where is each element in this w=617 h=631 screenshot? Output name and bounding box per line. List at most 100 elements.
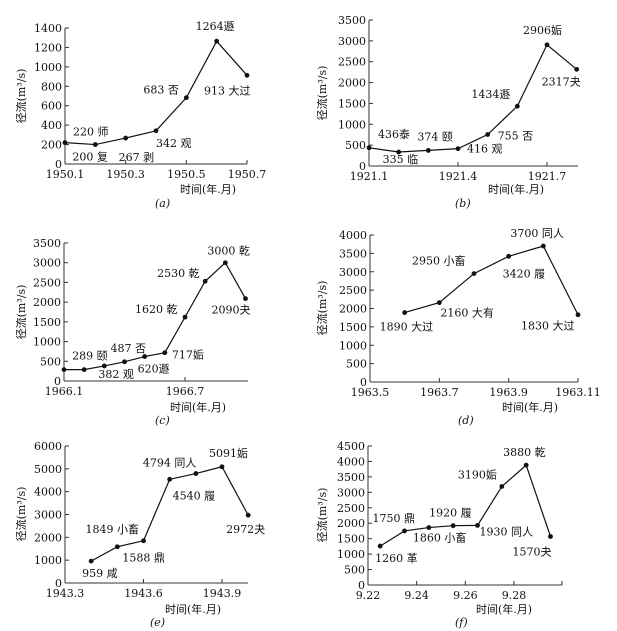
y-tick-label: 0 xyxy=(55,577,62,590)
data-label: 4540 履 xyxy=(173,489,216,502)
x-tick-label: 1966.7 xyxy=(166,385,205,398)
y-tick-label: 500 xyxy=(346,358,367,371)
data-point xyxy=(114,544,120,550)
x-tick-label: 1921.1 xyxy=(350,170,389,183)
x-tick-label: 1963.5 xyxy=(351,386,390,399)
data-point xyxy=(167,476,173,482)
data-label: 1570夬 xyxy=(513,546,552,559)
y-tick-label: 4500 xyxy=(337,440,365,453)
x-tick-label: 1963.11 xyxy=(555,386,601,399)
data-point xyxy=(514,103,520,109)
x-tick-label: 9.24 xyxy=(404,589,429,602)
data-label: 4794 同人 xyxy=(143,457,197,470)
data-point xyxy=(544,42,550,48)
data-label: 717姤 xyxy=(172,349,204,362)
y-tick-label: 4000 xyxy=(34,486,62,499)
y-tick-label: 1200 xyxy=(34,41,62,54)
data-label: 436泰 xyxy=(378,127,410,141)
data-point xyxy=(122,359,127,365)
data-point xyxy=(377,543,383,549)
x-tick-label: 1963.9 xyxy=(489,386,528,399)
chart-panel-d: 0 500 1000 1500 2000 2500 3000 3500 4000 1963.5 19… xyxy=(315,227,601,427)
panel-caption: (c) xyxy=(155,414,170,427)
data-label: 2090夬 xyxy=(212,304,251,317)
y-axis-title: 径流(m³/s) xyxy=(315,281,329,336)
data-point xyxy=(455,146,461,152)
data-point xyxy=(202,278,208,284)
data-label: 2530 乾 xyxy=(157,267,200,280)
y-tick-label: 1500 xyxy=(338,97,366,110)
data-point xyxy=(101,363,107,369)
data-point xyxy=(366,145,372,151)
data-point xyxy=(153,128,159,134)
x-axis-title: 时间(年.月) xyxy=(170,400,226,414)
y-axis-title: 径流(m³/s) xyxy=(14,487,28,542)
data-label: 1930 同人 xyxy=(480,525,534,538)
y-tick-label: 1000 xyxy=(34,61,62,74)
data-point xyxy=(426,525,432,530)
chart-panel-f: 0 500 1000 1500 2000 2500 3000 3500 4000 4500 9.22… xyxy=(315,440,563,629)
data-point xyxy=(88,558,94,564)
data-label: 289 颐 xyxy=(72,350,108,363)
y-axis-title: 径流(m³/s) xyxy=(315,66,329,121)
x-tick-label: 1950.1 xyxy=(46,168,85,181)
y-tick-label: 0 xyxy=(360,376,367,389)
y-tick-label: 1400 xyxy=(34,22,62,35)
data-point xyxy=(425,147,431,153)
y-tick-label: 1000 xyxy=(337,548,365,561)
chart-panel-a: 0 200 400 600 800 1000 1200 1400 1950.1 1950.3 195… xyxy=(14,20,266,210)
data-point xyxy=(243,296,248,301)
x-tick-label: 1943.6 xyxy=(124,587,163,600)
y-tick-label: 800 xyxy=(41,80,62,93)
data-label: 335 临 xyxy=(383,152,419,166)
y-tick-label: 1000 xyxy=(339,339,367,352)
x-tick-label: 1950.5 xyxy=(167,168,206,181)
y-tick-label: 3500 xyxy=(338,14,366,27)
data-label: 2317夬 xyxy=(542,75,581,88)
y-tick-label: 3500 xyxy=(337,471,365,484)
data-label: 1830 大过 xyxy=(521,319,575,333)
data-label: 1264遯 xyxy=(196,20,235,33)
data-point xyxy=(575,312,581,318)
data-label: 487 否 xyxy=(111,342,147,355)
data-point xyxy=(523,462,529,468)
y-tick-label: 0 xyxy=(54,375,61,388)
x-tick-label: 1950.3 xyxy=(106,168,145,181)
data-label: 913 大过 xyxy=(204,83,251,97)
data-point xyxy=(402,310,408,315)
data-point xyxy=(506,253,512,259)
panel-caption: (a) xyxy=(155,197,170,210)
data-point xyxy=(245,512,251,518)
data-label: 267 剥 xyxy=(119,151,154,164)
chart-panel-b: 0 500 1000 1500 2000 2500 3000 3500 1921.1 1921.4… xyxy=(315,14,581,210)
data-label: 1849 小畜 xyxy=(86,522,140,536)
y-tick-label: 600 xyxy=(41,100,62,113)
x-tick-label: 9.28 xyxy=(502,589,527,602)
data-point xyxy=(396,149,402,155)
data-label: 1588 鼎 xyxy=(122,552,165,565)
data-label: 959 咸 xyxy=(82,567,118,580)
y-tick-label: 2000 xyxy=(34,531,62,544)
data-label: 3420 履 xyxy=(503,267,545,280)
y-axis-title: 径流(m³/s) xyxy=(315,488,329,543)
y-tick-label: 2500 xyxy=(339,284,367,297)
y-tick-label: 1500 xyxy=(337,533,365,546)
y-tick-label: 4000 xyxy=(339,229,367,242)
x-tick-label: 9.22 xyxy=(356,589,381,602)
y-tick-label: 3000 xyxy=(34,509,62,522)
x-tick-label: 1943.9 xyxy=(203,587,242,600)
data-label: 2160 大有 xyxy=(440,306,494,320)
y-tick-label: 2500 xyxy=(338,56,366,69)
data-label: 2906姤 xyxy=(523,24,562,37)
data-label: 3700 同人 xyxy=(510,227,564,240)
data-point xyxy=(485,132,491,137)
y-tick-label: 500 xyxy=(345,139,366,152)
y-tick-label: 500 xyxy=(40,355,61,368)
data-point xyxy=(475,522,480,528)
data-label: 342 观 xyxy=(156,137,192,150)
panel-caption: (b) xyxy=(455,197,471,210)
panel-caption: (d) xyxy=(458,414,474,427)
data-point xyxy=(402,528,407,534)
y-tick-label: 0 xyxy=(55,158,62,171)
